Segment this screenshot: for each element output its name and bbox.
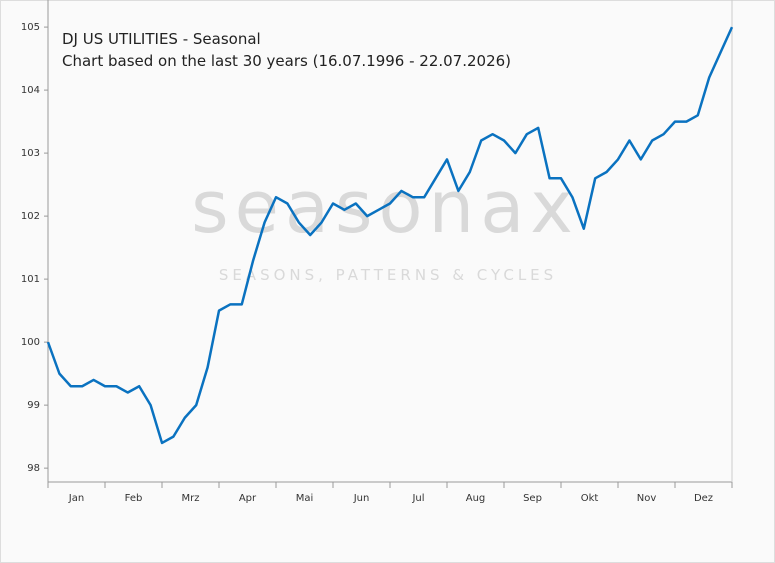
x-tick-label: Okt [581, 493, 599, 504]
y-tick-label: 98 [27, 463, 40, 474]
watermark-sub: SEASONS, PATTERNS & CYCLES [219, 266, 557, 284]
chart-title: DJ US UTILITIES - Seasonal [62, 30, 261, 48]
x-tick-label: Mrz [182, 493, 200, 504]
x-tick-label: Mai [296, 493, 314, 504]
x-tick-label: Apr [239, 493, 257, 504]
y-tick-label: 101 [21, 274, 40, 285]
x-tick-label: Jun [353, 493, 370, 504]
chart-subtitle: Chart based on the last 30 years (16.07.… [62, 52, 511, 70]
x-tick-label: Aug [466, 493, 486, 504]
x-tick-label: Jan [68, 493, 84, 504]
y-tick-label: 99 [27, 400, 40, 411]
y-tick-label: 105 [21, 22, 40, 33]
y-tick-label: 100 [21, 337, 40, 348]
series-line [46, 26, 734, 445]
y-tick-label: 103 [21, 148, 40, 159]
x-tick-label: Nov [637, 493, 657, 504]
x-tick-label: Jul [411, 493, 424, 504]
x-tick-label: Sep [523, 493, 542, 504]
y-tick-label: 104 [21, 85, 40, 96]
x-tick-label: Feb [125, 493, 143, 504]
x-tick-label: Dez [694, 493, 713, 504]
y-tick-label: 102 [21, 211, 40, 222]
